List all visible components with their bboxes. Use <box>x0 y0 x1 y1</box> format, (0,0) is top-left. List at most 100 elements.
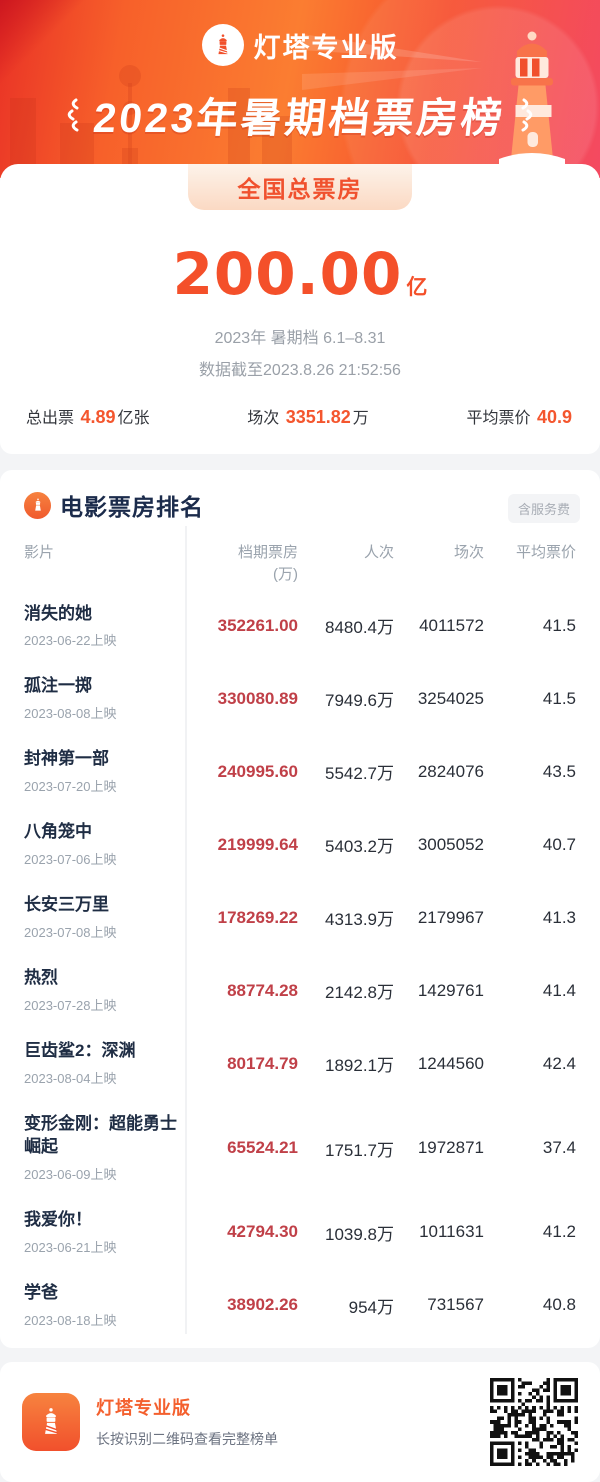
film-cell: 封神第一部 2023-07-20上映 <box>24 748 186 795</box>
film-release-date: 2023-06-21上映 <box>24 1239 117 1255</box>
film-box-office-value: 80174.79 <box>227 1053 298 1073</box>
table-row[interactable]: 封神第一部 2023-07-20上映 240995.60 5542.7万 282… <box>0 735 600 808</box>
film-shows-value: 731567 <box>427 1295 484 1315</box>
film-avg-price-value: 42.4 <box>542 1053 576 1073</box>
column-header-admissions: 人次 <box>363 544 394 561</box>
film-shows-value: 2179967 <box>417 907 484 927</box>
film-title: 消失的她 <box>24 603 92 623</box>
film-box-office-value: 219999.64 <box>217 834 298 854</box>
film-title: 八角笼中 <box>24 822 92 842</box>
table-row[interactable]: 八角笼中 2023-07-06上映 219999.64 5403.2万 3005… <box>0 808 600 881</box>
stat-value: 40.9 <box>536 407 572 427</box>
table-row[interactable]: 巨齿鲨2：深渊 2023-08-04上映 80174.79 1892.1万 12… <box>0 1027 600 1100</box>
summary-stats: 总出票 4.89 亿张 场次 3351.82 万 平均票价 40.9 <box>0 404 600 428</box>
film-cell: 热烈 2023-07-28上映 <box>24 967 186 1014</box>
stat-suffix: 万 <box>352 410 369 427</box>
film-shows-value: 1244560 <box>417 1053 484 1073</box>
film-shows-value: 2824076 <box>417 761 484 781</box>
left-decoration-icon <box>68 98 79 132</box>
film-release-date: 2023-06-22上映 <box>24 633 117 649</box>
data-cutoff-label: 数据截至2023.8.26 21:52:56 <box>199 362 401 379</box>
film-avg-price-value: 41.5 <box>542 615 576 635</box>
table-row[interactable]: 变形金刚：超能勇士崛起 2023-06-09上映 65524.21 1751.7… <box>0 1100 600 1196</box>
stat-value: 3351.82 <box>285 407 351 427</box>
film-cell: 我爱你！ 2023-06-21上映 <box>24 1209 186 1256</box>
qr-code[interactable] <box>490 1377 578 1466</box>
screenings-stat: 场次 3351.82 万 <box>247 404 369 428</box>
film-avg-price-value: 40.8 <box>542 1295 576 1315</box>
total-tickets-stat: 总出票 4.89 亿张 <box>26 404 150 428</box>
film-admissions-value: 954万 <box>348 1297 394 1317</box>
column-header-avg-price: 平均票价 <box>515 544 576 561</box>
film-box-office-value: 352261.00 <box>217 615 298 635</box>
film-avg-price-value: 41.2 <box>542 1222 576 1242</box>
film-title: 长安三万里 <box>24 895 109 915</box>
film-admissions-value: 8480.4万 <box>325 618 394 638</box>
film-avg-price-value: 41.3 <box>542 907 576 927</box>
table-row[interactable]: 孤注一掷 2023-08-08上映 330080.89 7949.6万 3254… <box>0 662 600 735</box>
film-admissions-value: 1892.1万 <box>325 1056 394 1076</box>
table-body: 消失的她 2023-06-22上映 352261.00 8480.4万 4011… <box>0 590 600 1342</box>
film-admissions-value: 7949.6万 <box>325 691 394 711</box>
right-decoration-icon <box>521 98 532 132</box>
film-release-date: 2023-07-20上映 <box>24 779 117 795</box>
section-title: 电影票房排名 <box>60 494 204 520</box>
footer-tip: 长按识别二维码查看完整榜单 <box>96 1431 278 1448</box>
stat-label: 场次 <box>247 410 280 427</box>
film-cell: 长安三万里 2023-07-08上映 <box>24 894 186 941</box>
film-cell: 变形金刚：超能勇士崛起 2023-06-09上映 <box>24 1113 186 1183</box>
film-avg-price-value: 37.4 <box>542 1138 576 1157</box>
total-box-office-unit: 亿 <box>406 276 428 299</box>
film-box-office-value: 88774.28 <box>227 980 298 1000</box>
film-admissions-value: 5403.2万 <box>325 837 394 857</box>
light-beam-illustration <box>302 34 482 90</box>
film-avg-price-value: 41.4 <box>542 980 576 1000</box>
table-row[interactable]: 学爸 2023-08-18上映 38902.26 954万 731567 40.… <box>0 1269 600 1342</box>
film-cell: 消失的她 2023-06-22上映 <box>24 603 186 650</box>
brand-header: 灯塔专业版 <box>0 0 600 66</box>
table-row[interactable]: 长安三万里 2023-07-08上映 178269.22 4313.9万 217… <box>0 881 600 954</box>
film-box-office-value: 42794.30 <box>227 1222 298 1242</box>
stat-suffix: 亿张 <box>117 410 150 427</box>
period-label: 2023年 暑期档 6.1–8.31 <box>214 330 386 347</box>
total-box-office: 200.00 亿 <box>0 240 600 308</box>
column-divider <box>185 526 187 1334</box>
film-admissions-value: 1751.7万 <box>325 1140 394 1160</box>
film-shows-value: 3254025 <box>417 688 484 708</box>
film-shows-value: 3005052 <box>417 834 484 854</box>
table-header-row: 影片 档期票房 (万) 人次 场次 平均票价 <box>0 542 600 590</box>
service-fee-badge: 含服务费 <box>507 494 580 523</box>
film-release-date: 2023-07-06上映 <box>24 852 117 868</box>
film-shows-value: 1011631 <box>419 1222 484 1242</box>
header-banner: 灯塔专业版 2023年暑期档票房榜 <box>0 0 600 178</box>
film-cell: 学爸 2023-08-18上映 <box>24 1282 186 1329</box>
column-header-film: 影片 <box>24 544 55 561</box>
table-row[interactable]: 消失的她 2023-06-22上映 352261.00 8480.4万 4011… <box>0 590 600 663</box>
column-header-box-office: 档期票房 (万) <box>186 542 298 586</box>
national-box-office-card: 全国总票房 200.00 亿 2023年 暑期档 6.1–8.31 数据截至202… <box>0 164 600 454</box>
film-avg-price-value: 40.7 <box>542 834 576 854</box>
table-row[interactable]: 热烈 2023-07-28上映 88774.28 2142.8万 1429761… <box>0 954 600 1027</box>
film-release-date: 2023-06-09上映 <box>24 1166 117 1182</box>
column-header-unit: (万) <box>273 565 298 583</box>
table-row[interactable]: 我爱你！ 2023-06-21上映 42794.30 1039.8万 10116… <box>0 1196 600 1269</box>
footer-card: 灯塔专业版 长按识别二维码查看完整榜单 <box>0 1361 600 1482</box>
film-shows-value: 1972871 <box>417 1138 484 1157</box>
film-cell: 孤注一掷 2023-08-08上映 <box>24 675 186 722</box>
film-box-office-value: 38902.26 <box>227 1295 298 1315</box>
column-header-shows: 场次 <box>453 544 484 561</box>
avg-price-stat: 平均票价 40.9 <box>466 404 574 428</box>
stat-value: 4.89 <box>80 407 116 427</box>
film-admissions-value: 5542.7万 <box>325 764 394 784</box>
film-release-date: 2023-08-04上映 <box>24 1071 117 1087</box>
film-box-office-value: 178269.22 <box>217 907 298 927</box>
film-avg-price-value: 41.5 <box>542 688 576 708</box>
film-admissions-value: 4313.9万 <box>325 910 394 930</box>
film-title: 变形金刚：超能勇士崛起 <box>24 1114 177 1156</box>
film-release-date: 2023-08-08上映 <box>24 706 117 722</box>
film-title: 封神第一部 <box>24 749 109 769</box>
film-box-office-value: 65524.21 <box>227 1138 298 1157</box>
film-title: 我爱你！ <box>24 1209 92 1229</box>
page-title: 2023年暑期档票房榜 <box>91 95 508 141</box>
film-shows-value: 1429761 <box>417 980 484 1000</box>
